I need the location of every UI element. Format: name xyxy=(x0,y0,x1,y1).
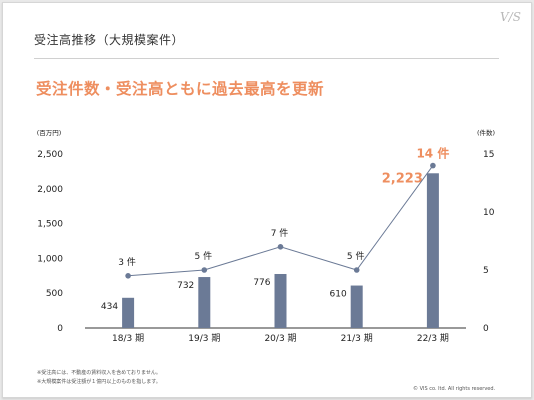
bar xyxy=(274,273,287,328)
bar xyxy=(198,277,211,328)
count-label: 5 件 xyxy=(347,250,365,262)
count-point xyxy=(201,267,208,273)
count-point xyxy=(277,244,284,250)
bar-value-label: 610 xyxy=(330,290,347,300)
bar xyxy=(426,173,439,328)
y-right-tick-label: 5 xyxy=(483,266,489,276)
y-right-tick-label: 10 xyxy=(483,208,495,218)
copyright: © VIS co. ltd. All rights reserved. xyxy=(413,386,496,392)
footnote-1: ※受注高には、不動産の賃料収入を含めておりません。 xyxy=(37,370,161,376)
count-label: 3 件 xyxy=(118,256,136,268)
y-left-tick-label: 1,000 xyxy=(37,254,63,264)
count-point xyxy=(430,162,436,169)
bar-value-label: 2,223 xyxy=(382,171,423,186)
x-category-label: 19/3 期 xyxy=(188,333,220,344)
x-category-label: 20/3 期 xyxy=(264,333,296,344)
y-left-tick-label: 500 xyxy=(46,289,63,299)
y-right-unit: (件数) xyxy=(477,128,495,137)
bar-value-label: 434 xyxy=(101,302,118,312)
x-category-label: 22/3 期 xyxy=(417,333,449,344)
y-left-tick-label: 0 xyxy=(57,324,63,334)
y-left-unit: (百万円) xyxy=(37,129,62,137)
bar-value-label: 732 xyxy=(177,281,194,291)
y-left-tick-label: 2,500 xyxy=(37,150,63,160)
count-point xyxy=(125,273,131,279)
y-left-tick-label: 2,000 xyxy=(37,185,63,195)
y-right-tick-label: 15 xyxy=(483,150,494,160)
vis-logo: V/S xyxy=(500,10,521,24)
x-category-label: 21/3 期 xyxy=(341,333,373,344)
title-divider xyxy=(34,58,499,59)
count-label: 5 件 xyxy=(195,250,213,262)
bar-value-label: 776 xyxy=(253,278,270,288)
y-right-tick-label: 0 xyxy=(483,324,489,334)
count-label: 7 件 xyxy=(271,227,289,239)
headline: 受注件数・受注高ともに過去最高を更新 xyxy=(36,80,325,98)
x-category-label: 18/3 期 xyxy=(112,333,144,344)
footnote-2: ※大規模案件は受注額が１億円以上のものを指します。 xyxy=(37,379,161,385)
bar xyxy=(350,285,363,328)
count-point xyxy=(353,267,360,273)
bar xyxy=(122,297,135,328)
count-label: 14 件 xyxy=(416,146,449,161)
y-left-tick-label: 1,500 xyxy=(37,220,63,230)
page-title: 受注高推移（大規模案件） xyxy=(34,33,185,47)
